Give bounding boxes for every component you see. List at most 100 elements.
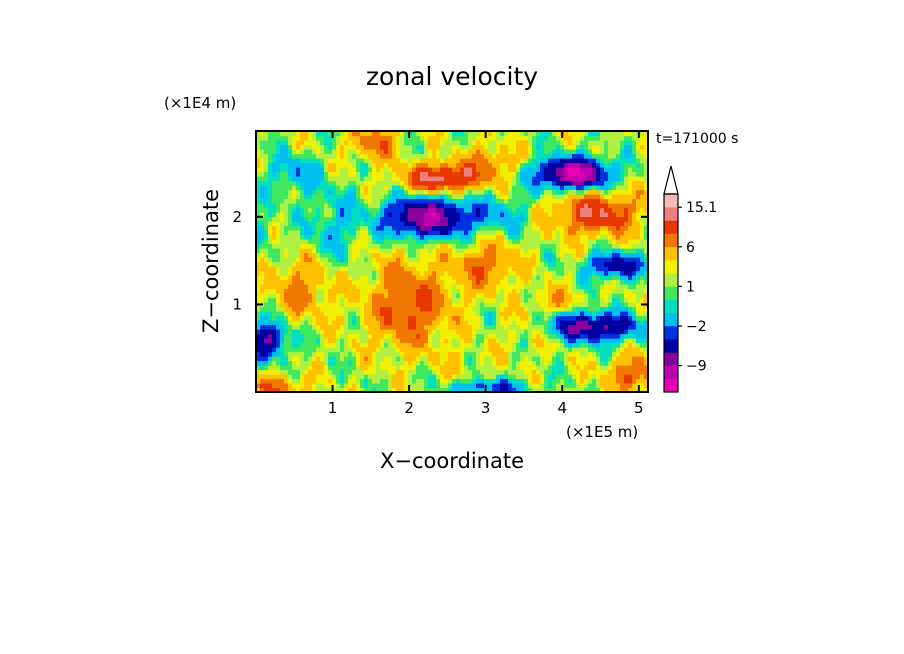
field-cell [352,288,357,294]
field-cell [496,189,501,195]
field-cell [480,302,485,308]
field-cell [600,185,605,191]
field-cell [472,315,477,321]
field-cell [256,288,261,294]
field-cell [616,203,621,209]
field-cell [492,212,497,218]
field-cell [624,212,629,218]
field-cell [644,225,648,231]
field-cell [276,261,281,267]
field-cell [284,221,289,227]
field-cell [372,198,377,204]
field-cell [320,234,325,240]
field-cell [336,266,341,272]
field-cell [292,266,297,272]
field-cell [396,288,401,294]
field-cell [468,365,473,371]
field-cell [580,302,585,308]
field-cell [568,329,573,335]
field-cell [288,270,293,276]
field-cell [328,338,333,344]
field-cell [644,356,648,362]
field-cell [632,239,637,245]
field-cell [484,333,489,339]
field-cell [572,176,577,182]
field-cell [476,207,481,213]
field-cell [576,266,581,272]
field-cell [392,383,397,389]
field-cell [528,261,533,267]
field-cell [584,279,589,285]
field-cell [260,239,265,245]
field-cell [256,180,261,186]
field-cell [304,288,309,294]
field-cell [328,369,333,375]
field-cell [388,216,393,222]
field-cell [520,203,525,209]
field-cell [472,387,477,392]
field-cell [368,194,373,200]
field-cell [480,194,485,200]
field-cell [452,230,457,236]
field-cell [460,239,465,245]
field-cell [292,383,297,389]
field-cell [356,347,361,353]
field-cell [552,167,557,173]
field-cell [384,324,389,330]
field-cell [296,315,301,321]
field-cell [372,293,377,299]
field-cell [536,342,541,348]
field-cell [460,176,465,182]
field-cell [492,342,497,348]
field-cell [316,306,321,312]
field-cell [352,347,357,353]
field-cell [300,212,305,218]
field-cell [496,243,501,249]
field-cell [608,198,613,204]
field-cell [388,212,393,218]
field-cell [620,225,625,231]
field-cell [540,266,545,272]
field-cell [536,167,541,173]
field-cell [636,302,641,308]
field-cell [360,315,365,321]
field-cell [264,297,269,303]
field-cell [384,288,389,294]
field-cell [548,225,553,231]
field-cell [528,369,533,375]
field-cell [380,306,385,312]
field-cell [316,162,321,168]
field-cell [604,387,609,392]
field-cell [628,248,633,254]
field-cell [540,225,545,231]
field-cell [568,378,573,384]
field-cell [280,198,285,204]
field-cell [608,387,613,392]
field-cell [452,203,457,209]
field-cell [312,338,317,344]
field-cell [556,311,561,317]
field-cell [272,185,277,191]
field-cell [396,383,401,389]
field-cell [272,162,277,168]
field-cell [456,167,461,173]
field-cell [468,360,473,366]
field-cell [504,293,509,299]
field-cell [320,306,325,312]
field-cell [468,180,473,186]
field-cell [480,266,485,272]
field-cell [604,248,609,254]
field-cell [544,387,549,392]
field-cell [344,167,349,173]
field-cell [292,284,297,290]
field-cell [608,279,613,285]
field-cell [640,212,645,218]
field-cell [420,248,425,254]
field-cell [344,230,349,236]
field-cell [400,342,405,348]
field-cell [544,225,549,231]
field-cell [396,234,401,240]
field-cell [460,171,465,177]
field-cell [620,333,625,339]
field-cell [612,176,617,182]
